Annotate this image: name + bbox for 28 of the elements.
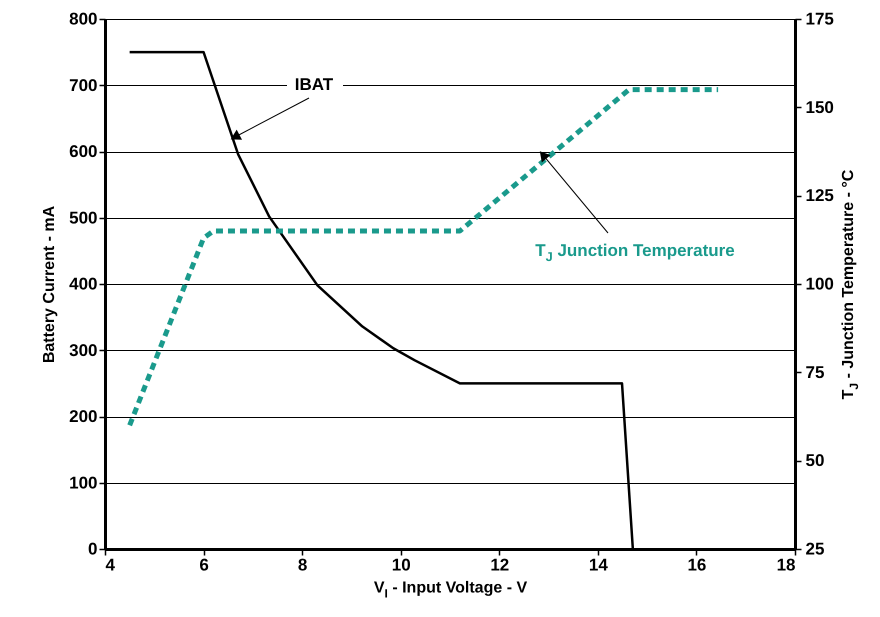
- x-tick-label: 18: [776, 556, 796, 574]
- x-tick-label: 14: [588, 556, 608, 574]
- y-tick-label: 700: [69, 76, 98, 95]
- y2-tick-label: 75: [806, 362, 824, 382]
- x-tick-label: 8: [298, 556, 308, 574]
- x-tick-label: 10: [392, 556, 411, 574]
- y2-tick-label: 25: [806, 540, 824, 558]
- y-tick-label: 800: [69, 10, 98, 28]
- x-axis-title: V$_{I}$ - Input Voltage - V: [374, 580, 528, 600]
- y-tick-label: 600: [69, 142, 98, 161]
- y-axis-title: Battery Current - mA: [41, 205, 58, 364]
- x-tick-label: 6: [199, 556, 209, 574]
- y-tick-label: 100: [69, 473, 98, 492]
- y-tick-label: 300: [69, 340, 98, 360]
- y-tick-label: 500: [69, 208, 98, 228]
- x-tick-label: 12: [490, 556, 510, 574]
- text: IBAT: [294, 75, 334, 94]
- x-tick-label: 16: [687, 556, 706, 574]
- y2-tick-label: 175: [806, 10, 834, 28]
- y2-tick-label: 125: [806, 186, 834, 206]
- y2-tick-label: 100: [806, 274, 834, 294]
- x-tick-label: 4: [106, 556, 116, 574]
- text: T$_{J}$ Junction Temperature: [535, 241, 735, 264]
- y2-tick-label: 150: [806, 98, 834, 117]
- y-tick-label: 400: [69, 274, 98, 294]
- y-tick-label: 0: [88, 540, 98, 558]
- y2-tick-label: 50: [806, 451, 824, 470]
- y-tick-label: 200: [69, 407, 98, 426]
